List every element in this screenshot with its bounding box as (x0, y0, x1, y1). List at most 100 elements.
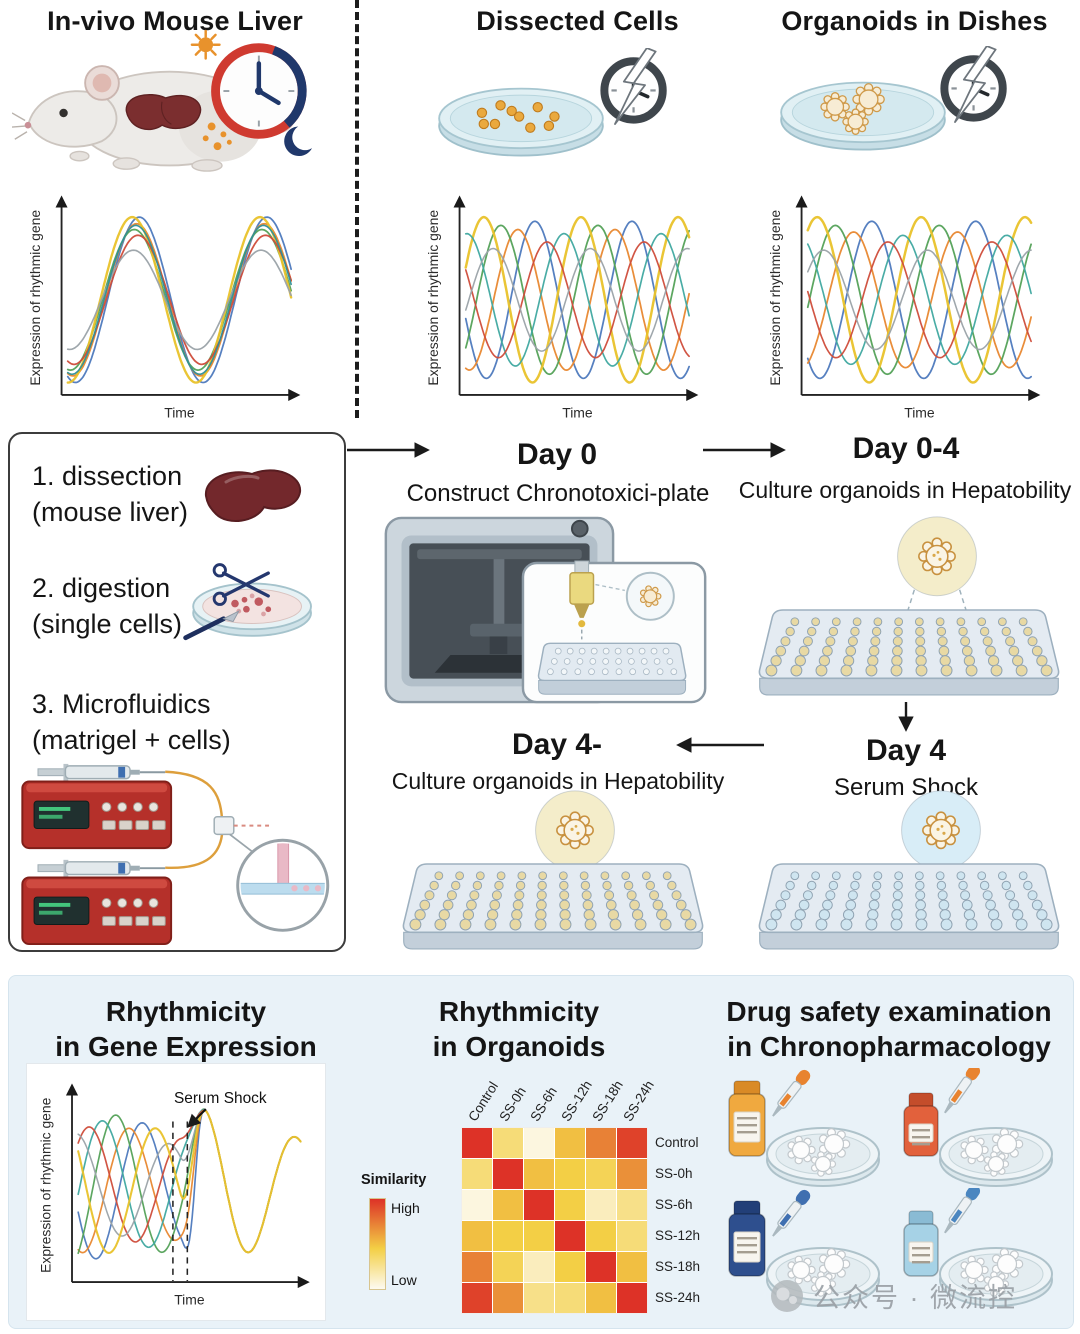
heatmap-cell (617, 1283, 647, 1313)
heatmap-cell (555, 1221, 585, 1251)
heatmap-row-labels: Control SS-0h SS-6h SS-12h SS-18h SS-24h (655, 1128, 745, 1318)
y-axis-label: Expression of rhythmic gene (767, 210, 783, 386)
step-2-title: 2. digestion (32, 573, 171, 603)
y-axis-label: Expression of rhythmic gene (37, 1097, 53, 1273)
organoid-zoom-circle (535, 790, 615, 915)
heatmap-cell (586, 1283, 616, 1313)
day0-title: Day 0 (516, 438, 598, 471)
scissors-icon (212, 563, 270, 606)
drug-test-group-1 (728, 1069, 880, 1187)
organoid-rhythmicity-title: Rhythmicity in Organoids (432, 996, 606, 1062)
x-axis-label: Time (164, 405, 195, 421)
heatmap-cell (493, 1283, 523, 1313)
heatmap-legend-colorbar (369, 1198, 386, 1290)
dissociated-cells (476, 100, 560, 133)
serum-shock-annotation: Serum Shock (174, 1090, 267, 1107)
heatmap-cell (555, 1128, 585, 1158)
day4on-caption: Culture organoids in Hepatobility (391, 768, 725, 794)
heatmap-cell (493, 1252, 523, 1282)
liver-icon (204, 469, 302, 523)
day4-title: Day 4 (865, 734, 947, 767)
moon-icon (284, 126, 313, 156)
heatmap-legend-title: Similarity (361, 1172, 427, 1188)
organoids-dish (780, 81, 946, 151)
sun-icon (190, 29, 221, 60)
preparation-steps-box: 1. dissection (mouse liver) 2. digestion… (8, 432, 346, 952)
serum-shock-resync-chart: Expression of rhythmic gene Serum Shock … (37, 1083, 310, 1308)
microfluidic-chip (213, 816, 235, 836)
x-axis-label: Time (904, 405, 935, 421)
legend-high-label: High (391, 1200, 420, 1216)
dissected-panel-title: Dissected Cells (476, 6, 679, 36)
invivo-rhythm-chart: Expression of rhythmic gene Time (27, 195, 301, 421)
heatmap-row-label: SS-18h (655, 1259, 701, 1274)
printer-3d-illustration (384, 516, 707, 704)
heatmap-cell (462, 1283, 492, 1313)
x-axis-label: Time (174, 1292, 205, 1308)
arrow-box-to-day0 (347, 442, 430, 458)
heatmap-cell (586, 1128, 616, 1158)
day4on-title: Day 4- (511, 728, 603, 761)
broken-clock-icon (940, 46, 1007, 123)
day0-caption: Construct Chronotoxici-plate (406, 480, 710, 507)
day04-caption: Culture organoids in Hepatobility (738, 477, 1072, 503)
96well-plate-day4 (758, 863, 1060, 950)
96well-plate-day4on (402, 863, 704, 950)
heatmap-cell (462, 1190, 492, 1220)
feeding-dots (202, 122, 232, 151)
circadian-clock-icon (190, 29, 313, 156)
organoid-clusters (820, 83, 885, 135)
heatmap-cell (586, 1221, 616, 1251)
vertical-dashed-divider (355, 0, 359, 418)
bioink-syringe-icon (569, 572, 595, 605)
watermark-text: 公众号 · 微流控 (813, 1283, 1017, 1313)
heatmap-cell (524, 1190, 554, 1220)
watermark: 公众号 · 微流控 (769, 1276, 1017, 1315)
heatmap-cell (493, 1190, 523, 1220)
gene-expression-chart-card: Expression of rhythmic gene Serum Shock … (27, 1064, 325, 1320)
heatmap-cell (617, 1128, 647, 1158)
heatmap-cell (493, 1221, 523, 1251)
step-1-subtitle: (mouse liver) (32, 497, 189, 528)
watermark-logo (771, 1279, 803, 1312)
gene-expression-title: Rhythmicity in Gene Expression (55, 996, 317, 1062)
digestion-dish-illustration (183, 563, 312, 641)
heatmap-col-label: SS-12h (558, 1077, 595, 1124)
arrow-day4-to-day4on (676, 737, 764, 753)
organoid-zoom-circle-serum (901, 790, 981, 915)
lightning-bolt-icon (614, 48, 657, 125)
step-3-subtitle: (matrigel + cells) (32, 725, 231, 756)
step-3-title: 3. Microfluidics (32, 689, 211, 719)
heatmap-cell (555, 1190, 585, 1220)
legend-low-label: Low (391, 1272, 417, 1288)
heatmap-cell (617, 1190, 647, 1220)
arrow-day04-to-day4 (898, 702, 914, 732)
heatmap-cell (493, 1128, 523, 1158)
heatmap-row-label: Control (655, 1135, 699, 1150)
broken-clock-icon (600, 48, 667, 125)
heatmap-col-label: SS-6h (527, 1084, 560, 1124)
step-1-title: 1. dissection (32, 461, 183, 491)
heatmap-col-label: SS-0h (496, 1084, 529, 1124)
results-panel: Rhythmicity in Gene Expression Expressio… (8, 975, 1074, 1329)
heatmap-cell (555, 1159, 585, 1189)
heatmap-cell (462, 1221, 492, 1251)
heatmap-cell (524, 1128, 554, 1158)
dissected-cells-dish (438, 87, 604, 157)
heatmap-cell (524, 1159, 554, 1189)
step-2-subtitle: (single cells) (32, 609, 183, 640)
prep-step-1: 1. dissection (mouse liver) (32, 458, 188, 531)
mouse-illustration (12, 65, 296, 172)
organoid-zoom-circle (897, 516, 977, 641)
heatmap-cell (462, 1159, 492, 1189)
heatmap-cell (524, 1221, 554, 1251)
heatmap-cell (524, 1252, 554, 1282)
organoids-rhythm-chart: Expression of rhythmic gene Time (767, 195, 1041, 421)
prep-step-2: 2. digestion (single cells) (32, 570, 182, 643)
heatmap-cell (617, 1252, 647, 1282)
prep-step-3: 3. Microfluidics (matrigel + cells) (32, 686, 231, 759)
lightning-bolt-icon (954, 46, 997, 123)
dissected-rhythm-chart: Expression of rhythmic gene Time (425, 195, 699, 421)
heatmap-cell (462, 1252, 492, 1282)
x-axis-label: Time (562, 405, 593, 421)
